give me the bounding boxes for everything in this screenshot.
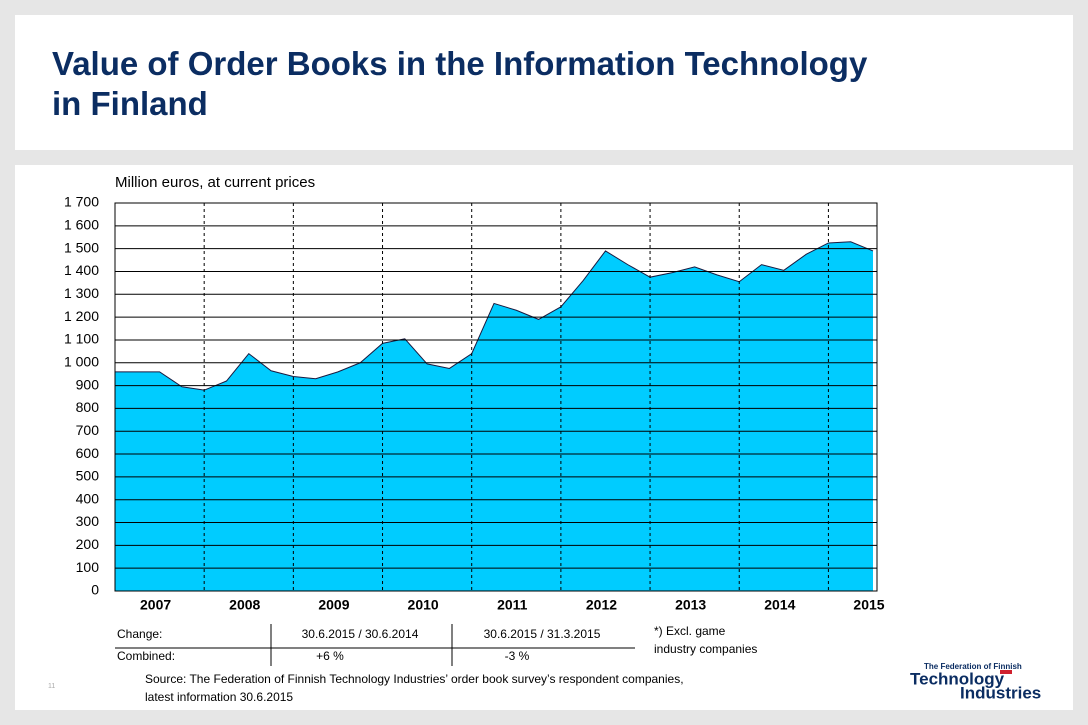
logo-text: The Federation of Finnish bbox=[924, 662, 1022, 671]
y-tick-label: 1 400 bbox=[64, 262, 99, 278]
y-tick-label: 1 700 bbox=[64, 194, 99, 210]
footnote: industry companies bbox=[654, 642, 757, 656]
title-panel bbox=[15, 15, 1073, 150]
x-tick-label: 2014 bbox=[764, 597, 795, 613]
x-tick-label: 2011 bbox=[497, 597, 528, 613]
y-tick-label: 1 500 bbox=[64, 239, 99, 255]
y-tick-label: 1 000 bbox=[64, 353, 99, 369]
logo-accent bbox=[1000, 670, 1012, 674]
y-axis-label: Million euros, at current prices bbox=[115, 174, 315, 191]
y-tick-label: 1 200 bbox=[64, 308, 99, 324]
source: Source: The Federation of Finnish Techno… bbox=[145, 672, 684, 686]
y-tick-label: 200 bbox=[76, 536, 100, 552]
table-cell: 30.6.2015 / 31.3.2015 bbox=[484, 627, 601, 641]
y-tick-label: 500 bbox=[76, 468, 100, 484]
table-cell: 30.6.2015 / 30.6.2014 bbox=[302, 627, 419, 641]
logo-text: Industries bbox=[960, 683, 1041, 702]
table-cell: +6 % bbox=[316, 649, 344, 663]
x-tick-label: 2007 bbox=[140, 597, 171, 613]
x-tick-label: 2009 bbox=[318, 597, 349, 613]
y-tick-label: 1 600 bbox=[64, 217, 99, 233]
x-tick-label: 2013 bbox=[675, 597, 706, 613]
table-cell: Change: bbox=[117, 627, 162, 641]
logo-text: Technology bbox=[910, 669, 1005, 688]
y-tick-label: 100 bbox=[76, 559, 100, 575]
x-tick-label: 2008 bbox=[229, 597, 260, 613]
y-tick-label: 900 bbox=[76, 376, 100, 392]
page-number: 11 bbox=[48, 683, 55, 690]
plot: 0 100 200 300 400 500 600 700 800 900 1 000 1 100 1 … bbox=[64, 194, 885, 613]
y-tick-label: 700 bbox=[76, 422, 100, 438]
y-tick-label: 0 bbox=[91, 582, 99, 598]
y-tick-label: 300 bbox=[76, 513, 100, 529]
y-tick-label: 1 300 bbox=[64, 285, 99, 301]
plot-border bbox=[114, 202, 878, 592]
table-cell: -3 % bbox=[505, 649, 530, 663]
y-tick-label: 600 bbox=[76, 445, 100, 461]
y-tick-label: 1 100 bbox=[64, 331, 99, 347]
x-tick-label: 2010 bbox=[408, 597, 439, 613]
source: latest information 30.6.2015 bbox=[145, 690, 293, 704]
table-cell: Combined: bbox=[117, 649, 175, 663]
y-tick-label: 400 bbox=[76, 490, 100, 506]
chart-title: Value of Order Books in the Information … bbox=[52, 45, 868, 122]
x-tick-label: 2012 bbox=[586, 597, 617, 613]
y-tick-label: 800 bbox=[76, 399, 100, 415]
area bbox=[115, 241, 873, 592]
x-tick-label: 2015 bbox=[853, 597, 884, 613]
footnote: *) Excl. game bbox=[654, 624, 726, 638]
